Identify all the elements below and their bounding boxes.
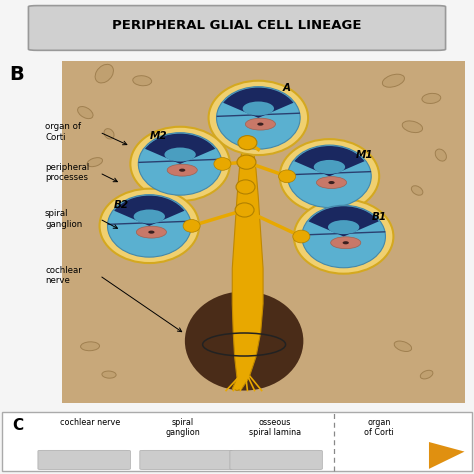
Circle shape bbox=[288, 145, 371, 208]
Text: spiral
ganglion: spiral ganglion bbox=[45, 209, 82, 228]
Ellipse shape bbox=[394, 341, 411, 352]
Ellipse shape bbox=[411, 186, 423, 195]
Ellipse shape bbox=[137, 226, 166, 238]
Ellipse shape bbox=[314, 160, 345, 174]
Ellipse shape bbox=[95, 64, 113, 83]
Text: organ
of Corti: organ of Corti bbox=[365, 418, 394, 437]
Ellipse shape bbox=[317, 177, 346, 189]
Circle shape bbox=[236, 180, 255, 194]
Circle shape bbox=[293, 230, 310, 243]
Ellipse shape bbox=[164, 147, 196, 162]
FancyBboxPatch shape bbox=[140, 450, 232, 470]
Circle shape bbox=[238, 136, 257, 150]
Ellipse shape bbox=[420, 370, 433, 379]
Circle shape bbox=[294, 200, 393, 273]
Circle shape bbox=[100, 189, 199, 263]
Ellipse shape bbox=[185, 292, 303, 391]
Polygon shape bbox=[429, 442, 465, 469]
Wedge shape bbox=[223, 88, 293, 118]
Ellipse shape bbox=[167, 164, 197, 176]
Polygon shape bbox=[232, 141, 263, 391]
Text: C: C bbox=[12, 418, 23, 433]
Text: B1: B1 bbox=[372, 212, 387, 222]
Text: M1: M1 bbox=[356, 150, 374, 160]
Ellipse shape bbox=[383, 74, 404, 87]
Ellipse shape bbox=[343, 241, 349, 244]
Ellipse shape bbox=[257, 123, 264, 126]
Ellipse shape bbox=[102, 371, 116, 378]
Ellipse shape bbox=[179, 169, 185, 172]
Wedge shape bbox=[145, 134, 215, 164]
Ellipse shape bbox=[81, 342, 100, 351]
FancyBboxPatch shape bbox=[28, 6, 446, 50]
Ellipse shape bbox=[402, 121, 422, 133]
Text: PERIPHERAL GLIAL CELL LINEAGE: PERIPHERAL GLIAL CELL LINEAGE bbox=[112, 19, 362, 32]
Circle shape bbox=[237, 155, 256, 169]
Text: A: A bbox=[283, 83, 291, 93]
Text: organ of
Corti: organ of Corti bbox=[45, 122, 81, 142]
Ellipse shape bbox=[422, 93, 441, 103]
Circle shape bbox=[130, 127, 230, 201]
Ellipse shape bbox=[331, 237, 361, 249]
Text: spiral
ganglion: spiral ganglion bbox=[165, 418, 200, 437]
Ellipse shape bbox=[78, 107, 93, 118]
FancyBboxPatch shape bbox=[2, 412, 472, 472]
Ellipse shape bbox=[328, 181, 335, 184]
Circle shape bbox=[302, 205, 385, 268]
Circle shape bbox=[183, 219, 200, 232]
Circle shape bbox=[217, 87, 300, 149]
Ellipse shape bbox=[87, 158, 102, 167]
Text: peripheral
processes: peripheral processes bbox=[45, 163, 89, 182]
Ellipse shape bbox=[246, 118, 275, 130]
Circle shape bbox=[214, 157, 231, 170]
Circle shape bbox=[279, 170, 296, 182]
Text: B2: B2 bbox=[113, 200, 128, 210]
FancyBboxPatch shape bbox=[230, 450, 322, 470]
Circle shape bbox=[280, 139, 379, 213]
Ellipse shape bbox=[243, 101, 274, 116]
Circle shape bbox=[209, 81, 308, 155]
Ellipse shape bbox=[134, 210, 165, 224]
Ellipse shape bbox=[133, 76, 152, 86]
Wedge shape bbox=[114, 196, 184, 226]
FancyBboxPatch shape bbox=[62, 61, 465, 403]
FancyBboxPatch shape bbox=[38, 450, 130, 470]
Text: cochlear
nerve: cochlear nerve bbox=[45, 266, 82, 285]
Text: cochlear nerve: cochlear nerve bbox=[60, 418, 120, 427]
Circle shape bbox=[138, 133, 222, 195]
Text: B: B bbox=[9, 65, 24, 84]
Text: osseous
spiral lamina: osseous spiral lamina bbox=[249, 418, 301, 437]
Ellipse shape bbox=[104, 128, 114, 139]
Circle shape bbox=[108, 195, 191, 257]
Ellipse shape bbox=[148, 230, 155, 234]
Wedge shape bbox=[294, 146, 365, 176]
Ellipse shape bbox=[435, 149, 447, 161]
Ellipse shape bbox=[328, 220, 359, 234]
Circle shape bbox=[235, 203, 254, 217]
Wedge shape bbox=[309, 206, 379, 237]
Text: M2: M2 bbox=[150, 131, 168, 141]
